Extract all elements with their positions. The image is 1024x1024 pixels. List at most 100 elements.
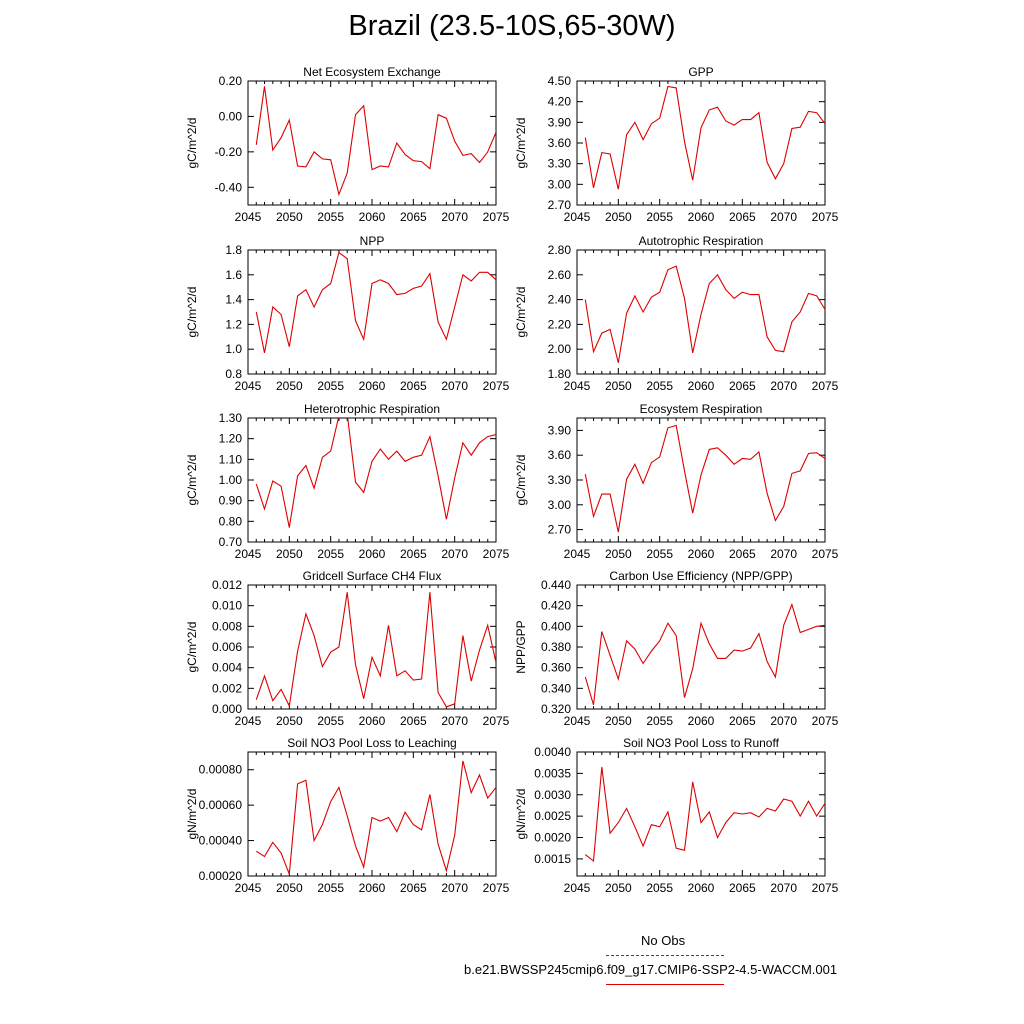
x-tick-label: 2055 [646, 881, 673, 895]
panel-2: NPP gC/m^2/d 2045 2050 2055 2060 2065 2070 2075 0… [185, 234, 510, 393]
x-tick-label: 2055 [646, 379, 673, 393]
y-axis-label: gC/m^2/d [514, 455, 528, 506]
y-tick-label: 2.40 [548, 293, 572, 307]
x-tick-label: 2050 [276, 547, 303, 561]
y-axis-label: gC/m^2/d [185, 287, 199, 338]
x-tick-label: 2050 [276, 379, 303, 393]
x-tick-label: 2055 [317, 547, 344, 561]
x-tick-label: 2065 [729, 379, 756, 393]
y-axis-label: gC/m^2/d [185, 622, 199, 673]
y-tick-label: 2.70 [548, 523, 572, 537]
y-tick-label: 0.360 [541, 661, 571, 675]
x-tick-label: 2055 [646, 714, 673, 728]
y-tick-label: 0.00060 [199, 798, 243, 812]
y-axis-label: NPP/GPP [514, 620, 528, 673]
x-tick-label: 2070 [770, 210, 797, 224]
x-tick-label: 2070 [770, 881, 797, 895]
y-tick-label: 0.010 [212, 599, 242, 613]
panel-3: Autotrophic Respiration gC/m^2/d 2045 2050 2… [514, 234, 839, 393]
y-tick-label: 3.00 [548, 177, 572, 191]
x-tick-label: 2045 [235, 210, 262, 224]
x-tick-label: 2055 [317, 379, 344, 393]
y-tick-label: 0.002 [212, 681, 242, 695]
y-tick-label: 0.340 [541, 681, 571, 695]
y-tick-label: 2.20 [548, 317, 572, 331]
x-tick-label: 2065 [729, 210, 756, 224]
x-tick-label: 2075 [812, 379, 839, 393]
legend-model-label: b.e21.BWSSP245cmip6.f09_g17.CMIP6-SSP2-4… [464, 962, 838, 977]
y-tick-label: 1.20 [219, 432, 243, 446]
panel-5: Ecosystem Respiration gC/m^2/d 2045 2050 205… [514, 402, 839, 561]
y-tick-label: 3.00 [548, 498, 572, 512]
y-tick-label: 4.20 [548, 95, 572, 109]
series-line-0 [584, 766, 825, 863]
panel-frame [247, 80, 497, 206]
x-tick-label: 2055 [317, 210, 344, 224]
y-tick-label: 0.006 [212, 640, 242, 654]
y-tick-label: 0.20 [219, 74, 243, 88]
y-tick-label: -0.40 [215, 180, 243, 194]
panel-frame [576, 80, 826, 206]
y-axis-label: gC/m^2/d [185, 455, 199, 506]
panel-frame [576, 584, 826, 710]
x-tick-label: 2045 [235, 714, 262, 728]
y-tick-label: 0.0040 [534, 745, 571, 759]
y-tick-label: -0.20 [215, 145, 243, 159]
panel-title: Autotrophic Respiration [639, 234, 764, 248]
x-tick-label: 2060 [359, 547, 386, 561]
x-tick-label: 2075 [812, 881, 839, 895]
y-tick-label: 0.8 [225, 367, 242, 381]
panel-frame [247, 417, 497, 543]
panel-0: Net Ecosystem Exchange gC/m^2/d 2045 2050 20… [185, 65, 510, 224]
panel-7: Carbon Use Efficiency (NPP/GPP) NPP/GPP 20… [514, 569, 839, 728]
x-tick-label: 2045 [564, 547, 591, 561]
y-tick-label: 0.000 [212, 702, 242, 716]
x-tick-label: 2070 [770, 379, 797, 393]
x-tick-label: 2055 [646, 547, 673, 561]
x-tick-label: 2050 [605, 881, 632, 895]
y-tick-label: 0.004 [212, 661, 242, 675]
y-tick-label: 0.400 [541, 619, 571, 633]
panel-frame [247, 584, 497, 710]
y-tick-label: 3.30 [548, 473, 572, 487]
x-tick-label: 2070 [770, 547, 797, 561]
y-tick-label: 2.80 [548, 243, 572, 257]
y-axis-label: gC/m^2/d [514, 118, 528, 169]
x-tick-label: 2060 [688, 881, 715, 895]
series-line-0 [256, 760, 496, 875]
x-tick-label: 2060 [688, 714, 715, 728]
y-tick-label: 1.2 [225, 317, 242, 331]
x-tick-label: 2075 [812, 210, 839, 224]
panel-title: Ecosystem Respiration [640, 402, 763, 416]
x-tick-label: 2055 [317, 881, 344, 895]
y-tick-label: 0.00 [219, 109, 243, 123]
x-tick-label: 2045 [564, 714, 591, 728]
y-axis-label: gC/m^2/d [514, 287, 528, 338]
series-line-0 [584, 424, 825, 533]
x-tick-label: 2065 [729, 881, 756, 895]
y-tick-label: 1.6 [225, 268, 242, 282]
x-tick-label: 2060 [359, 881, 386, 895]
x-tick-label: 2065 [400, 881, 427, 895]
panel-title: Heterotrophic Respiration [304, 402, 440, 416]
y-tick-label: 0.012 [212, 578, 242, 592]
y-tick-label: 1.8 [225, 243, 242, 257]
x-tick-label: 2055 [317, 714, 344, 728]
legend-obs-line [606, 955, 724, 956]
x-tick-label: 2060 [359, 714, 386, 728]
legend-obs-label: No Obs [641, 933, 686, 948]
x-tick-label: 2065 [400, 210, 427, 224]
panel-frame [247, 249, 497, 375]
x-tick-label: 2070 [441, 547, 468, 561]
y-axis-label: gN/m^2/d [185, 789, 199, 840]
panel-6: Gridcell Surface CH4 Flux gC/m^2/d 2045 205… [185, 569, 510, 728]
x-tick-label: 2060 [688, 210, 715, 224]
x-tick-label: 2050 [605, 714, 632, 728]
panel-title: Carbon Use Efficiency (NPP/GPP) [609, 569, 792, 583]
x-tick-label: 2075 [483, 881, 510, 895]
x-tick-label: 2050 [605, 547, 632, 561]
x-tick-label: 2075 [812, 714, 839, 728]
y-tick-label: 3.30 [548, 157, 572, 171]
y-tick-label: 1.4 [225, 293, 242, 307]
